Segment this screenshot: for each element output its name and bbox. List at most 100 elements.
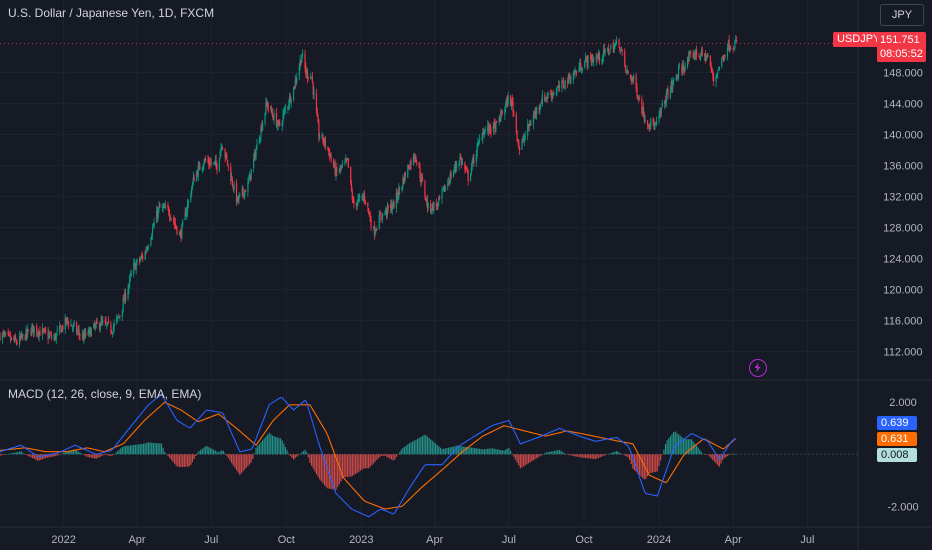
macd-histogram-bar xyxy=(568,454,570,456)
macd-histogram-bar xyxy=(346,454,349,477)
candle-body xyxy=(507,96,509,106)
macd-histogram-bar xyxy=(61,453,63,455)
candle-body xyxy=(676,76,678,79)
macd-histogram-bar xyxy=(14,452,16,455)
candle-body xyxy=(79,335,81,336)
macd-histogram-bar xyxy=(38,454,40,461)
macd-histogram-bar xyxy=(624,454,626,456)
candle-body xyxy=(579,62,581,69)
candle-body xyxy=(176,227,178,234)
bar-countdown: 08:05:52 xyxy=(880,48,923,60)
candle-body xyxy=(117,316,119,318)
candle-body xyxy=(490,129,492,133)
macd-histogram-bar xyxy=(10,453,13,455)
macd-histogram-bar xyxy=(674,431,676,455)
macd-histogram-bar xyxy=(726,454,729,457)
macd-histogram-bar xyxy=(478,448,481,455)
candle-body xyxy=(135,263,137,270)
macd-histogram-bar xyxy=(500,449,502,455)
currency-button[interactable]: JPY xyxy=(880,4,924,26)
candle-body xyxy=(728,40,730,51)
candle-body xyxy=(364,200,366,204)
candle-body xyxy=(631,78,633,81)
candle-body xyxy=(372,226,375,228)
macd-histogram-bar xyxy=(164,451,166,455)
candle-body xyxy=(281,122,283,127)
candle-body xyxy=(632,78,634,80)
candle-body xyxy=(568,74,570,79)
macd-histogram-bar xyxy=(446,448,448,455)
candle-body xyxy=(203,162,205,167)
candle-body xyxy=(76,323,78,333)
macd-histogram-bar xyxy=(35,454,37,460)
macd-histogram-bar xyxy=(170,454,172,460)
macd-histogram-bar xyxy=(120,448,122,455)
y-tick-label: 140.000 xyxy=(883,130,923,142)
candle-body xyxy=(72,324,75,327)
macd-histogram-bar xyxy=(149,442,151,455)
macd-histogram-bar xyxy=(387,454,389,458)
candle-body xyxy=(81,334,83,336)
macd-histogram-bar xyxy=(412,441,414,455)
macd-histogram-bar xyxy=(606,454,608,455)
macd-histogram-bar xyxy=(433,442,435,455)
macd-histogram-bar xyxy=(9,453,11,455)
candle-body xyxy=(100,320,102,327)
macd-histogram-bar xyxy=(320,454,322,482)
lightning-icon[interactable] xyxy=(749,359,767,377)
candle-body xyxy=(30,330,32,336)
candle-body xyxy=(256,143,258,150)
macd-histogram-bar xyxy=(604,454,606,456)
candle-body xyxy=(20,334,22,339)
candle-body xyxy=(202,165,204,168)
candle-body xyxy=(273,113,275,120)
candle-body xyxy=(179,232,181,234)
candle-body xyxy=(290,99,292,103)
candle-body xyxy=(232,186,234,190)
candle-body xyxy=(415,156,417,162)
y-tick-label: 116.000 xyxy=(884,316,923,328)
candle-body xyxy=(655,121,658,125)
macd-histogram-bar xyxy=(354,454,357,474)
macd-histogram-bar xyxy=(537,454,539,458)
macd-histogram-bar xyxy=(18,451,21,455)
macd-histogram-bar xyxy=(175,454,177,466)
y-tick-label: 112.000 xyxy=(884,347,923,359)
candle-body xyxy=(644,120,646,122)
macd-histogram-bar xyxy=(529,454,531,463)
candle-body xyxy=(712,71,714,77)
candle-body xyxy=(585,56,588,59)
candle-body xyxy=(36,326,38,334)
macd-histogram-bar xyxy=(718,454,720,467)
candle-body xyxy=(408,168,411,170)
macd-histogram-bar xyxy=(41,454,44,460)
macd-histogram-bar xyxy=(625,454,627,457)
candle-body xyxy=(261,125,263,130)
candle-body xyxy=(710,65,712,70)
macd-histogram-bar xyxy=(63,453,65,455)
macd-histogram-bar xyxy=(121,447,123,455)
candle-body xyxy=(107,321,110,323)
macd-histogram-bar xyxy=(330,454,332,489)
macd-histogram-bar xyxy=(337,454,339,488)
candle-body xyxy=(693,54,695,58)
candle-body xyxy=(670,81,672,90)
macd-title: MACD (12, 26, close, 9, EMA, EMA) xyxy=(8,387,202,401)
candle-body xyxy=(442,189,444,190)
macd-histogram-bar xyxy=(584,454,587,458)
candle-body xyxy=(604,49,606,53)
macd-histogram-bar xyxy=(299,453,301,455)
candle-body xyxy=(727,41,729,48)
candle-body xyxy=(653,123,655,130)
macd-histogram-bar xyxy=(30,454,32,458)
candle-body xyxy=(518,140,520,148)
macd-histogram-bar xyxy=(534,454,536,460)
candle-body xyxy=(121,309,123,317)
macd-histogram-bar xyxy=(638,454,641,475)
candle-body xyxy=(147,246,150,248)
candle-body xyxy=(144,251,146,260)
candle-body xyxy=(722,56,724,58)
candle-body xyxy=(150,238,152,246)
